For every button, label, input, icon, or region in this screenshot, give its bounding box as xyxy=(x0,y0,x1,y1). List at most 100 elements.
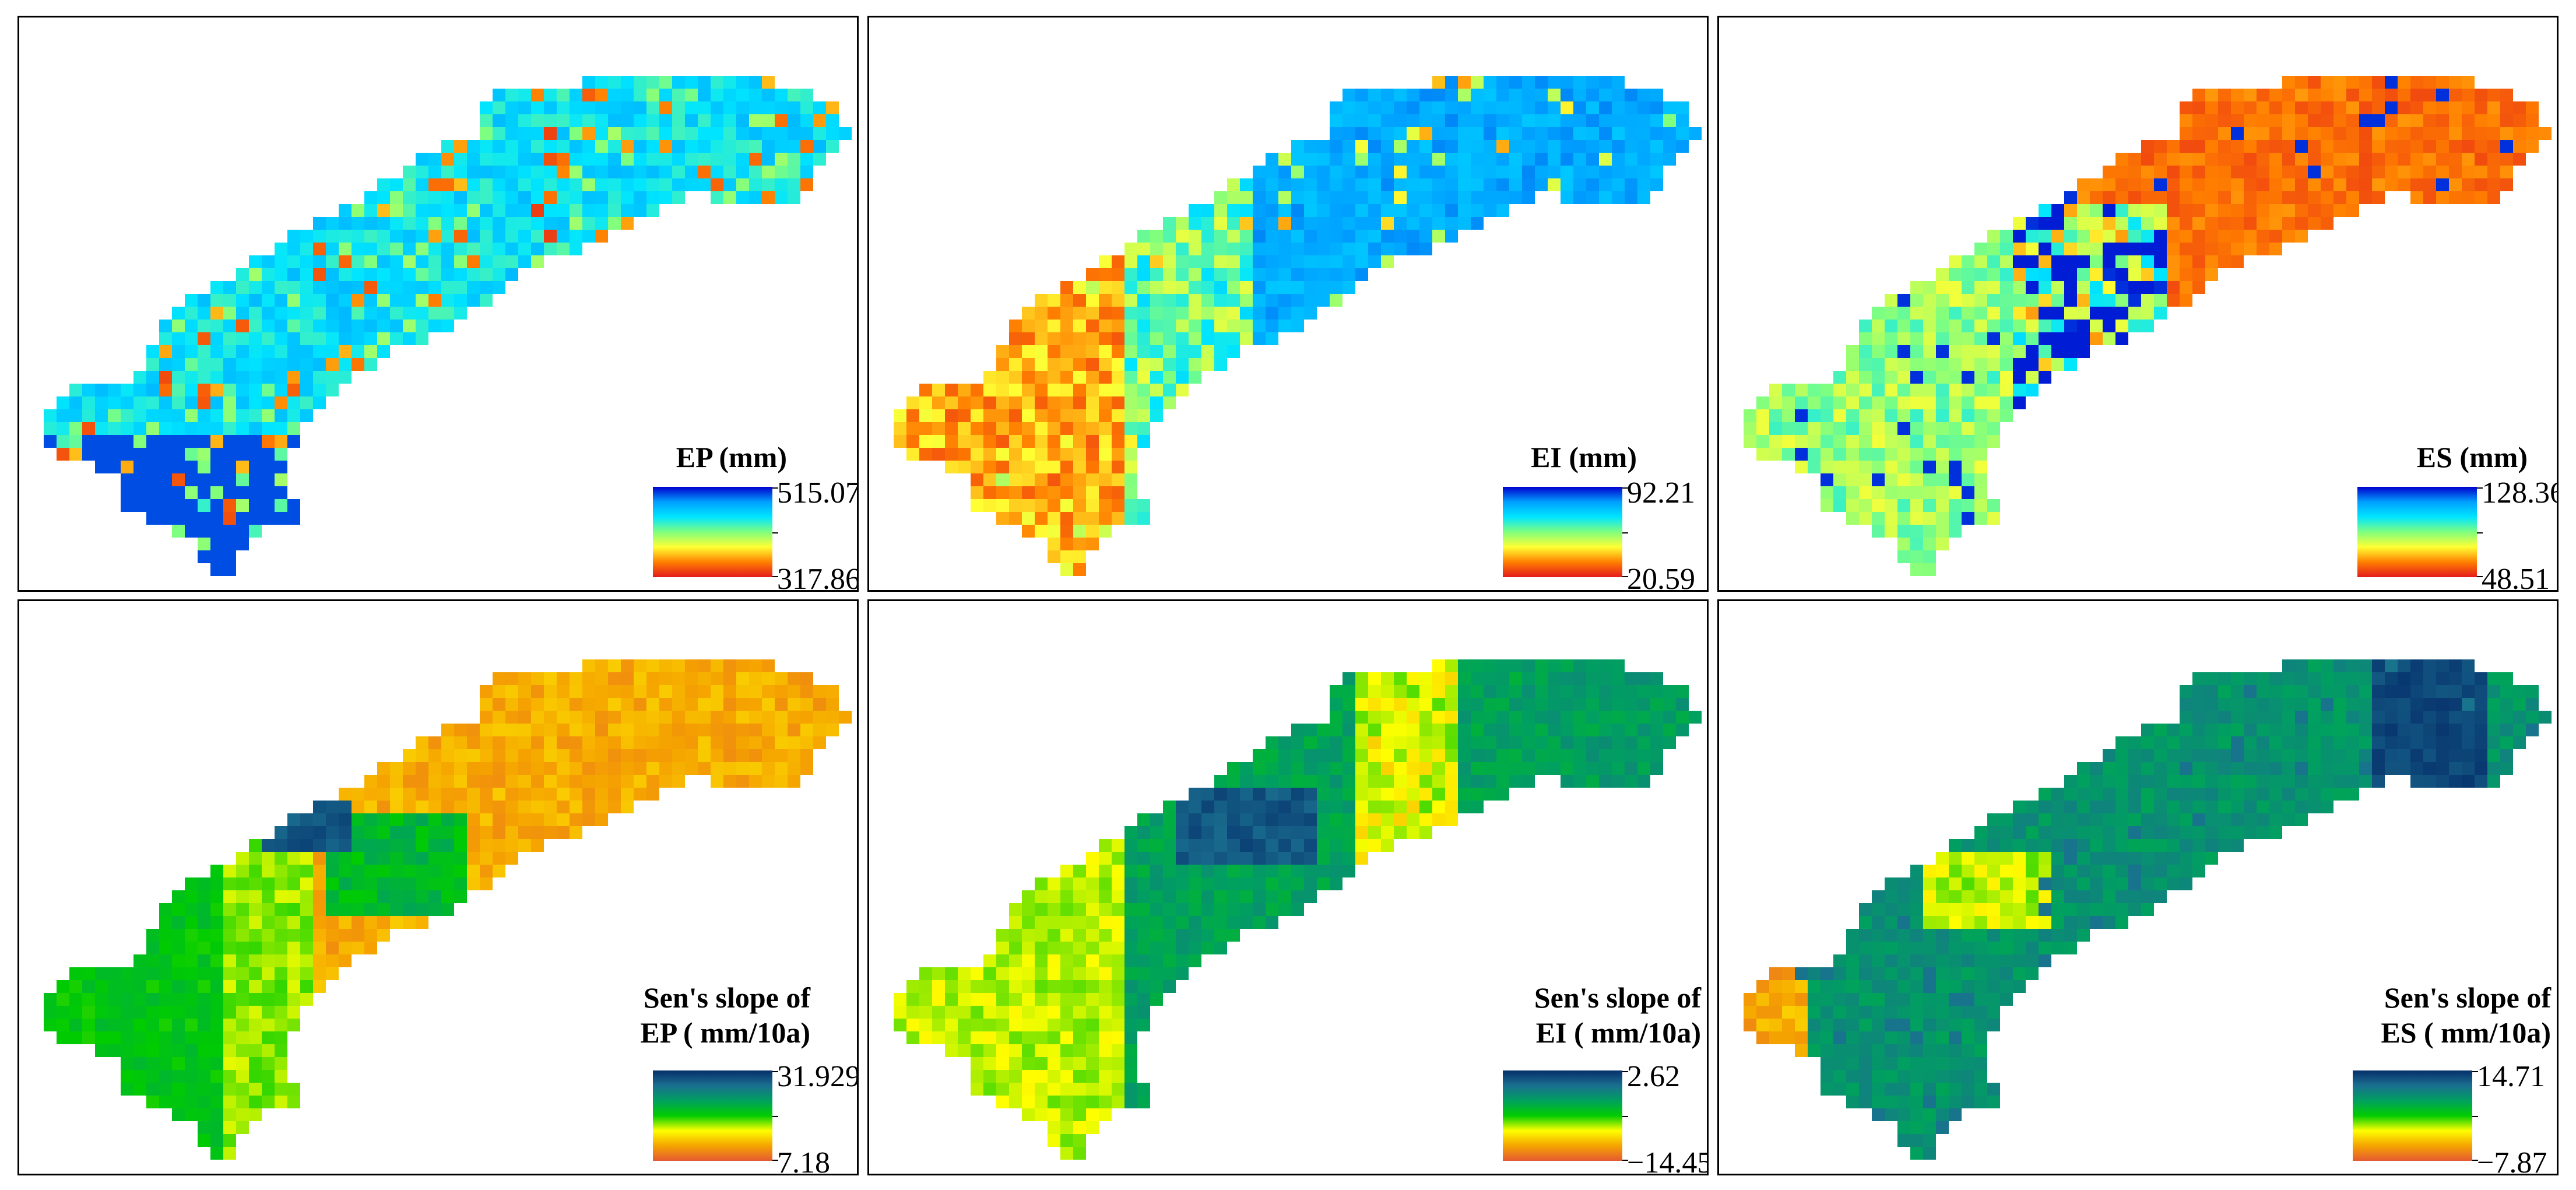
map-cell xyxy=(2077,788,2090,801)
map-cell xyxy=(1782,448,1795,461)
map-cell xyxy=(1035,903,1048,916)
map-cell xyxy=(1872,332,1885,345)
map-cell xyxy=(1073,1031,1086,1044)
map-cell xyxy=(1317,255,1330,268)
map-cell xyxy=(1240,813,1253,826)
map-cell xyxy=(1599,191,1612,204)
map-cell xyxy=(1291,243,1304,255)
map-cell xyxy=(2269,114,2282,127)
map-cell xyxy=(275,993,287,1006)
map-cell xyxy=(1535,89,1548,101)
map-cell xyxy=(1060,1031,1073,1044)
map-cell xyxy=(1509,191,1522,204)
map-cell xyxy=(2359,698,2372,711)
map-cell xyxy=(236,332,249,345)
map-cell xyxy=(1599,736,1612,749)
map-cell xyxy=(2385,685,2398,698)
map-cell xyxy=(1637,114,1650,127)
map-cell xyxy=(1394,749,1407,762)
map-cell xyxy=(1496,659,1509,672)
map-cell xyxy=(364,230,377,243)
map-cell xyxy=(1355,101,1368,114)
map-cell xyxy=(1355,788,1368,801)
map-cell xyxy=(2039,358,2051,371)
map-cell xyxy=(2244,762,2257,775)
map-cell xyxy=(1137,813,1150,826)
map-cell xyxy=(646,114,659,127)
map-cell xyxy=(2192,204,2205,217)
map-cell xyxy=(2436,724,2449,736)
map-cell xyxy=(1949,1108,1962,1121)
map-cell xyxy=(971,980,983,993)
map-cell xyxy=(441,294,454,307)
map-cell xyxy=(236,916,249,929)
map-cell xyxy=(1035,320,1048,332)
map-cell xyxy=(249,448,262,461)
map-cell xyxy=(1949,1083,1962,1096)
map-cell xyxy=(1885,916,1897,929)
map-cell xyxy=(1885,942,1897,954)
map-cell xyxy=(2180,204,2192,217)
map-cell xyxy=(1112,1057,1124,1070)
map-cell xyxy=(1201,929,1214,942)
map-cell xyxy=(544,140,557,153)
map-cell xyxy=(390,865,403,877)
map-cell xyxy=(1368,243,1381,255)
map-cell xyxy=(2090,204,2103,217)
map-cell xyxy=(1910,396,1923,409)
map-cell xyxy=(467,268,480,281)
map-cell xyxy=(2436,736,2449,749)
map-cell xyxy=(1086,473,1099,486)
map-cell xyxy=(1086,1006,1099,1019)
map-cell xyxy=(223,929,236,942)
map-cell xyxy=(672,685,685,698)
map-cell xyxy=(185,320,198,332)
map-cell xyxy=(1086,865,1099,877)
map-cell xyxy=(2269,813,2282,826)
map-cell xyxy=(2192,711,2205,724)
map-cell xyxy=(467,877,480,890)
map-cell xyxy=(1936,942,1949,954)
map-cell xyxy=(1009,512,1022,525)
map-cell xyxy=(634,89,646,101)
map-cell xyxy=(919,967,932,980)
map-cell xyxy=(557,89,570,101)
map-cell xyxy=(2282,166,2295,178)
map-cell xyxy=(531,775,544,788)
map-cell xyxy=(1833,993,1846,1006)
map-cell xyxy=(2077,877,2090,890)
map-cell xyxy=(1458,775,1471,788)
map-cell xyxy=(2218,762,2231,775)
map-cell xyxy=(634,166,646,178)
map-cell xyxy=(1962,954,1974,967)
map-cell xyxy=(2077,852,2090,865)
map-cell xyxy=(2385,101,2398,114)
map-cell xyxy=(416,230,428,243)
map-cell xyxy=(544,217,557,230)
map-cell xyxy=(416,839,428,852)
map-cell xyxy=(2410,685,2423,698)
map-cell xyxy=(1368,711,1381,724)
map-cell xyxy=(1885,1096,1897,1108)
map-cell xyxy=(698,166,711,178)
map-cell xyxy=(2218,685,2231,698)
map-cell xyxy=(1859,993,1872,1006)
map-cell xyxy=(1304,268,1317,281)
map-cell xyxy=(582,801,595,813)
map-cell xyxy=(723,762,736,775)
map-cell xyxy=(595,685,608,698)
map-cell xyxy=(377,255,390,268)
map-cell xyxy=(2359,89,2372,101)
map-cell xyxy=(788,775,800,788)
map-cell xyxy=(2398,89,2410,101)
map-cell xyxy=(1112,929,1124,942)
map-cell xyxy=(1407,89,1419,101)
map-cell xyxy=(2013,230,2026,243)
map-cell xyxy=(1432,166,1445,178)
map-cell xyxy=(1137,243,1150,255)
map-cell xyxy=(198,538,210,550)
map-cell xyxy=(1253,890,1266,903)
map-cell xyxy=(1936,865,1949,877)
map-cell xyxy=(2154,281,2167,294)
map-cell xyxy=(262,448,275,461)
